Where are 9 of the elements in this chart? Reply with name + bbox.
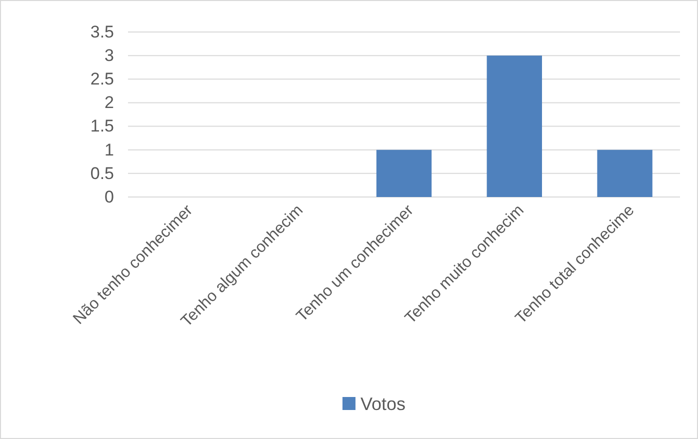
y-tick-label: 3 xyxy=(104,46,114,66)
y-tick-label: 1.5 xyxy=(90,116,114,136)
y-tick-label: 3.5 xyxy=(90,22,114,42)
y-tick-label: 1 xyxy=(104,140,114,160)
y-tick-label: 2.5 xyxy=(90,70,114,89)
legend-label: Votos xyxy=(360,394,406,414)
y-tick-label: 2 xyxy=(104,93,114,112)
y-tick-label: 0 xyxy=(104,187,114,206)
y-tick-label: 0.5 xyxy=(90,164,114,183)
